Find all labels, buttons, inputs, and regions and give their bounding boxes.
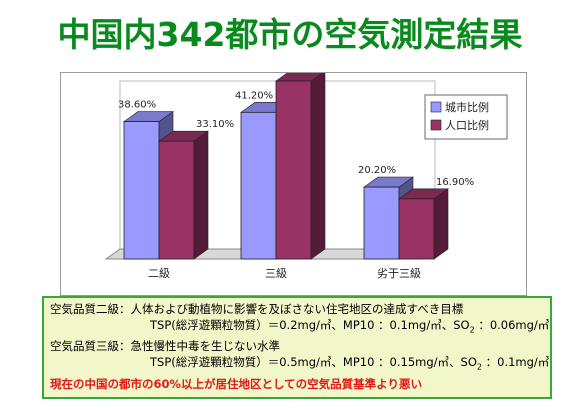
category-label-2: 劣于三級 (377, 266, 421, 280)
grade3-standards: TSP(総浮遊顆粒物質）＝0.5mg/㎥、MP10 ：0.15mg/㎥、SO2 … (150, 355, 550, 372)
grade3-description: 空気品質三級：急性慢性中毒を生じない水準 (50, 339, 280, 354)
info-box: 空気品質二級：人体および動植物に影響を及ぼさない住宅地区の達成すべき目標 TSP… (42, 296, 552, 399)
legend-label-0: 城市比例 (445, 100, 489, 114)
bar-0-1 (240, 111, 277, 260)
bar-1-2 (398, 198, 435, 260)
bar-side-1-2 (433, 188, 449, 260)
bar-side-1-0 (193, 130, 209, 260)
page-title: 中国内342都市の空気測定結果 (57, 15, 523, 54)
grade2-description: 空気品質二級：人体および動植物に影響を及ぼさない住宅地区の達成すべき目標 (50, 302, 464, 316)
bar-1-1 (275, 80, 312, 260)
data-label-0-1: 41.20% (235, 90, 273, 101)
bar-0-0 (123, 121, 160, 260)
legend-label-1: 人口比例 (445, 118, 489, 132)
category-label-0: 二級 (148, 267, 170, 280)
grade2-standards: TSP(総浮遊顆粒物質）＝0.2mg/㎥、MP10 ：0.1mg/㎥、SO2 ：… (150, 318, 550, 335)
data-label-1-2: 16.90% (436, 177, 474, 188)
bar-0-2 (363, 186, 400, 260)
legend-swatch-0 (430, 101, 442, 113)
data-label-0-2: 20.20% (358, 165, 396, 176)
data-label-1-0: 33.10% (196, 119, 234, 130)
data-label-0-0: 38.60% (118, 100, 156, 111)
bar-1-0 (158, 140, 195, 260)
bar-side-1-1 (310, 73, 326, 260)
chart-frame: 38.60%41.20%20.20%33.10%50.00%16.90%二級三級… (60, 72, 527, 296)
legend-swatch-1 (430, 119, 442, 131)
bar-chart: 38.60%41.20%20.20%33.10%50.00%16.90%二級三級… (104, 73, 508, 280)
category-label-1: 三級 (265, 267, 287, 280)
conclusion-text: 現在の中国の都市の60%以上が居住地区としての空気品質基準より悪い (50, 376, 422, 391)
